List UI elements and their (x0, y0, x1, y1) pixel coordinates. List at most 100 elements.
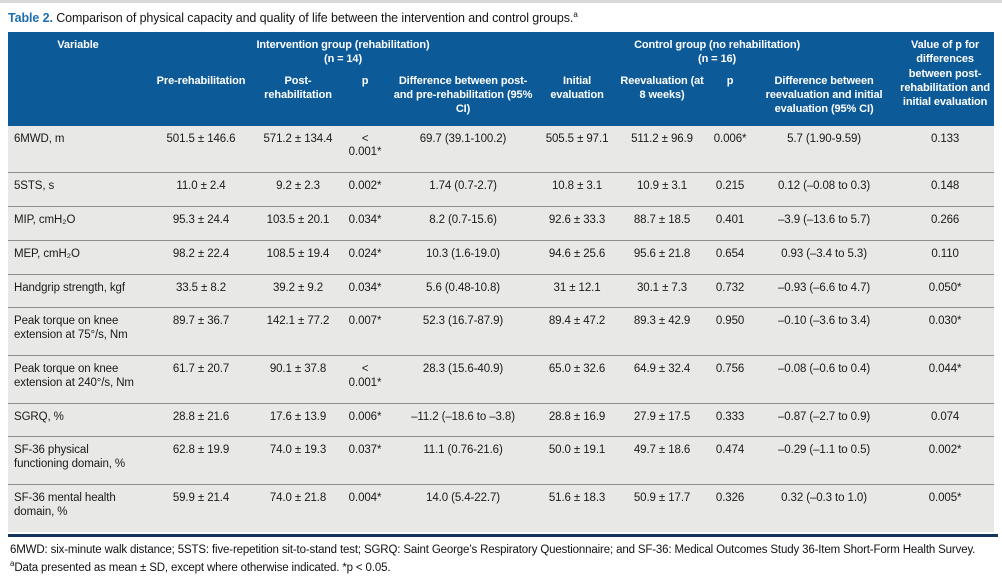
value-cell: 1.74 (0.7-2.7) (388, 172, 539, 207)
variable-cell: Peak torque on knee extension at 240°/s,… (8, 355, 148, 404)
value-cell: –0.93 (–6.6 to 4.7) (752, 273, 897, 308)
value-cell: 95.3 ± 24.4 (148, 206, 254, 241)
value-cell: 108.5 ± 19.4 (254, 239, 342, 275)
value-cell: 0.654 (708, 239, 753, 275)
value-cell: 0.005* (896, 483, 995, 532)
table-number: Table 2. (8, 11, 53, 26)
value-cell: 0.034* (342, 273, 388, 308)
value-cell: 50.9 ± 17.7 (616, 483, 709, 532)
column-header-difference-intervention: Difference between post- and pre-rehabil… (388, 70, 539, 126)
column-header-value-of-p: Value of p for differences between post-… (896, 32, 995, 126)
value-cell: 62.8 ± 19.9 (148, 436, 254, 485)
table-header: Variable Intervention group (rehabilitat… (8, 32, 995, 126)
value-cell: 511.2 ± 96.9 (616, 125, 709, 173)
table-row: SF-36 physical functioning domain, % 62.8… (8, 436, 995, 485)
column-header-variable: Variable (8, 32, 148, 126)
table-row: Handgrip strength, kgf 33.5 ± 8.2 39.2 ± 9… (8, 273, 995, 308)
value-cell: 0.333 (708, 402, 753, 437)
value-cell: 10.3 (1.6-19.0) (388, 239, 539, 275)
value-cell: 0.12 (–0.08 to 0.3) (752, 172, 897, 207)
value-cell: 10.9 ± 3.1 (616, 172, 709, 207)
variable-cell: Handgrip strength, kgf (8, 273, 148, 308)
value-cell: 142.1 ± 77.2 (254, 307, 342, 356)
value-cell: 39.2 ± 9.2 (254, 273, 342, 308)
variable-cell: SF-36 mental health domain, % (8, 483, 148, 532)
group-header-control: Control group (no rehabilitation) (n = 1… (538, 32, 897, 71)
value-cell: –0.87 (–2.7 to 0.9) (752, 402, 897, 437)
value-cell: 505.5 ± 97.1 (538, 125, 617, 173)
control-group-title: Control group (no rehabilitation) (634, 39, 801, 52)
table-row: SGRQ, % 28.8 ± 21.6 17.6 ± 13.9 0.006* –11.2… (8, 402, 995, 437)
value-cell: 9.2 ± 2.3 (254, 172, 342, 207)
value-cell: 0.002* (342, 172, 388, 207)
value-cell: 89.4 ± 47.2 (538, 307, 617, 356)
value-cell: 50.0 ± 19.1 (538, 436, 617, 485)
value-cell: 501.5 ± 146.6 (148, 125, 254, 173)
value-cell: 74.0 ± 19.3 (254, 436, 342, 485)
value-cell: 89.7 ± 36.7 (148, 307, 254, 356)
value-cell: 51.6 ± 18.3 (538, 483, 617, 532)
value-cell: 33.5 ± 8.2 (148, 273, 254, 308)
value-cell: 5.7 (1.90-9.59) (752, 125, 897, 173)
value-cell: 90.1 ± 37.8 (254, 355, 342, 404)
value-cell: 8.2 (0.7-15.6) (388, 206, 539, 241)
value-cell: 52.3 (16.7-87.9) (388, 307, 539, 356)
variable-cell: Peak torque on knee extension at 75°/s, … (8, 307, 148, 356)
value-cell: 0.326 (708, 483, 753, 532)
value-cell: 571.2 ± 134.4 (254, 125, 342, 173)
table-row: MIP, cmH₂O 95.3 ± 24.4 103.5 ± 20.1 0.034* 8… (8, 206, 995, 241)
value-cell: 28.3 (15.6-40.9) (388, 355, 539, 404)
control-group-n: (n = 16) (698, 53, 737, 66)
value-cell: 95.6 ± 21.8 (616, 239, 709, 275)
variable-cell: MEP, cmH₂O (8, 239, 148, 275)
table-row: Peak torque on knee extension at 240°/s,… (8, 355, 995, 404)
column-header-p-control: p (708, 70, 753, 126)
value-cell: 0.002* (896, 436, 995, 485)
value-cell: 27.9 ± 17.5 (616, 402, 709, 437)
value-cell: 94.6 ± 25.6 (538, 239, 617, 275)
column-header-difference-control: Difference between reevaluation and init… (752, 70, 897, 126)
value-cell: 0.004* (342, 483, 388, 532)
value-cell: 28.8 ± 16.9 (538, 402, 617, 437)
value-cell: 0.050* (896, 273, 995, 308)
column-header-p-intervention: p (342, 70, 388, 126)
footnote-note: Data presented as mean ± SD, except wher… (14, 562, 340, 575)
value-cell: 5.6 (0.48-10.8) (388, 273, 539, 308)
value-cell: 11.1 (0.76-21.6) (388, 436, 539, 485)
column-header-pre-rehabilitation: Pre-rehabilitation (148, 70, 254, 126)
group-header-intervention: Intervention group (rehabilitation) (n =… (148, 32, 539, 71)
value-cell: 30.1 ± 7.3 (616, 273, 709, 308)
value-cell: 0.32 (–0.3 to 1.0) (752, 483, 897, 532)
value-cell: –3.9 (–13.6 to 5.7) (752, 206, 897, 241)
variable-cell: SGRQ, % (8, 402, 148, 437)
value-cell: 0.044* (896, 355, 995, 404)
value-cell: 0.133 (896, 125, 995, 173)
value-cell: 0.732 (708, 273, 753, 308)
value-cell: 0.401 (708, 206, 753, 241)
table-caption: Table 2. Comparison of physical capacity… (8, 10, 994, 25)
value-cell: 88.7 ± 18.5 (616, 206, 709, 241)
value-cell: 0.006* (708, 125, 753, 173)
caption-footnote-marker: a (573, 10, 578, 19)
value-cell: 0.474 (708, 436, 753, 485)
value-cell: 89.3 ± 42.9 (616, 307, 709, 356)
value-cell: –0.08 (–0.6 to 0.4) (752, 355, 897, 404)
variable-cell: 6MWD, m (8, 125, 148, 173)
table-caption-text: Comparison of physical capacity and qual… (56, 11, 574, 26)
value-cell: 14.0 (5.4-22.7) (388, 483, 539, 532)
table-footnote: 6MWD: six-minute walk distance; 5STS: fi… (8, 533, 998, 577)
value-cell: 0.006* (342, 402, 388, 437)
value-cell: < 0.001* (342, 355, 388, 404)
intervention-group-n: (n = 14) (324, 53, 363, 66)
table-row: 6MWD, m 501.5 ± 146.6 571.2 ± 134.4 < 0.001… (8, 125, 995, 173)
table-row: SF-36 mental health domain, % 59.9 ± 21.4… (8, 483, 995, 532)
table-body: 6MWD, m 501.5 ± 146.6 571.2 ± 134.4 < 0.001… (8, 125, 995, 532)
value-cell: 59.9 ± 21.4 (148, 483, 254, 532)
table-row: MEP, cmH₂O 98.2 ± 22.4 108.5 ± 19.4 0.024* 1… (8, 239, 995, 275)
value-cell: 0.074 (896, 402, 995, 437)
value-cell: 0.034* (342, 206, 388, 241)
value-cell: 31 ± 12.1 (538, 273, 617, 308)
value-cell: 0.215 (708, 172, 753, 207)
footnote-abbreviations: 6MWD: six-minute walk distance; 5STS: fi… (10, 543, 976, 556)
